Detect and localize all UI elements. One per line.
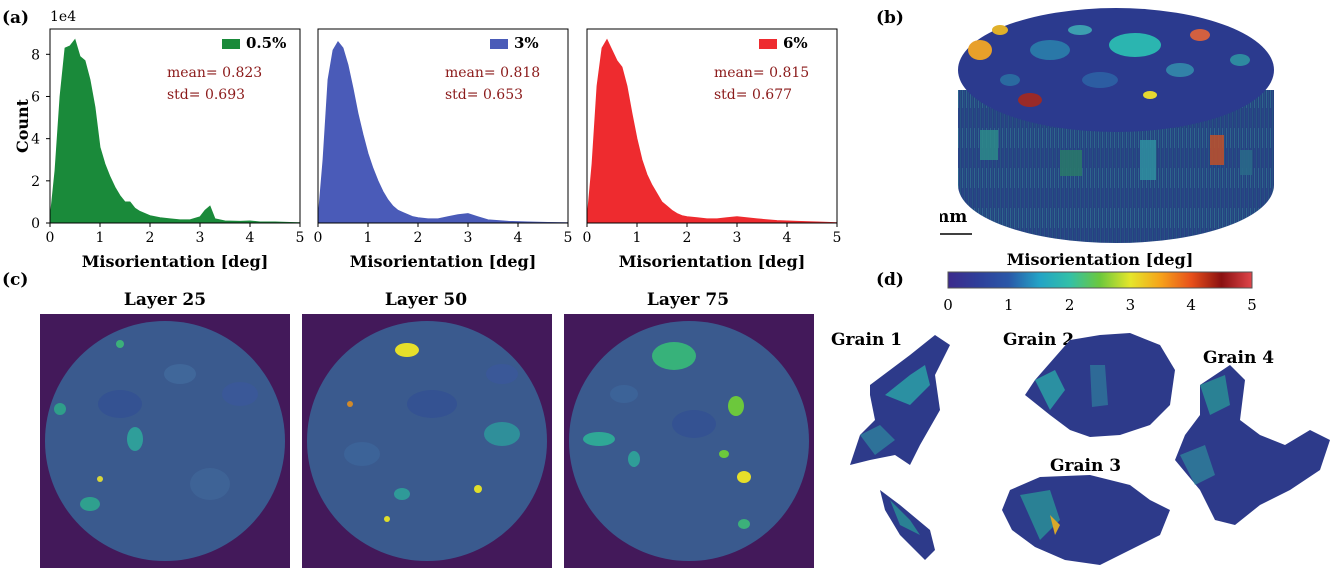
scale-bar-label: 0.25 mm xyxy=(940,207,967,227)
x-tick-label: 2 xyxy=(683,230,692,246)
std-annotation: std= 0.693 xyxy=(167,87,245,103)
colorbar-tick-label: 1 xyxy=(1004,296,1014,314)
layer-50-map xyxy=(302,314,552,568)
panel-label-d: (d) xyxy=(876,270,904,290)
series-area-2 xyxy=(586,38,838,224)
layer-title-25: Layer 25 xyxy=(123,290,207,310)
layer-25-map xyxy=(40,314,290,568)
x-tick-label: 4 xyxy=(246,230,255,246)
x-tick-label: 5 xyxy=(564,230,573,246)
legend-swatch xyxy=(490,39,508,49)
cylinder-side xyxy=(958,90,1274,243)
y-tick-label: 8 xyxy=(31,47,40,63)
mean-annotation: mean= 0.818 xyxy=(445,65,540,81)
plot-border xyxy=(317,28,569,224)
legend-label: 3% xyxy=(514,34,539,52)
colorbar-title: Misorientation [deg] xyxy=(1006,250,1194,269)
x-tick-label: 0 xyxy=(583,230,592,246)
colorbar-tick-label: 5 xyxy=(1247,296,1257,314)
grain-1-label: Grain 1 xyxy=(831,330,903,350)
colorbar-tick-label: 4 xyxy=(1186,296,1196,314)
series-area-1 xyxy=(317,40,569,224)
y-tick-label: 2 xyxy=(31,174,40,190)
legend-swatch xyxy=(759,39,777,49)
x-tick-label: 4 xyxy=(783,230,792,246)
legend-label: 6% xyxy=(783,34,808,52)
grain-4-label: Grain 4 xyxy=(1203,348,1275,368)
x-tick-label: 4 xyxy=(514,230,523,246)
grain-3-shape xyxy=(1002,475,1170,565)
grain-renderings xyxy=(850,333,1330,565)
legend-label: 0.5% xyxy=(246,34,286,52)
cylinder-side-grains xyxy=(980,130,1252,180)
x-tick-label: 5 xyxy=(296,230,305,246)
y-tick-label: 0 xyxy=(31,216,40,232)
grain-2-shape xyxy=(1025,333,1175,437)
plot-border xyxy=(49,28,301,224)
panel-label-a: (a) xyxy=(2,8,30,28)
x-tick-label: 1 xyxy=(364,230,373,246)
grain-2-label: Grain 2 xyxy=(1003,330,1075,350)
mean-annotation: mean= 0.815 xyxy=(714,65,809,81)
std-annotation: std= 0.677 xyxy=(714,87,792,103)
y-axis-label: Count xyxy=(13,98,32,153)
x-tick-label: 5 xyxy=(833,230,842,246)
colorbar-tick-label: 2 xyxy=(1065,296,1075,314)
cylinder-top-grains xyxy=(968,25,1250,107)
mean-annotation: mean= 0.823 xyxy=(167,65,262,81)
x-axis-label: Misorientation [deg] xyxy=(350,252,537,271)
grain-1-shape xyxy=(850,335,950,560)
colorbar-tick-label: 0 xyxy=(943,296,953,314)
legend-swatch xyxy=(222,39,240,49)
colorbar-tick-label: 3 xyxy=(1126,296,1136,314)
x-tick-label: 1 xyxy=(96,230,105,246)
panel-label-b: (b) xyxy=(876,8,904,28)
grain-3-label: Grain 3 xyxy=(1050,456,1122,476)
series-area-0 xyxy=(49,38,301,224)
x-tick-label: 3 xyxy=(464,230,473,246)
layer-title-75: Layer 75 xyxy=(646,290,730,310)
x-tick-label: 3 xyxy=(733,230,742,246)
grain-4-shape xyxy=(1175,365,1330,525)
x-axis-label: Misorientation [deg] xyxy=(619,252,806,271)
y-tick-label: 6 xyxy=(31,89,40,105)
x-tick-label: 3 xyxy=(196,230,205,246)
plot-border xyxy=(586,28,838,224)
y-tick-label: 4 xyxy=(31,132,40,148)
x-tick-label: 1 xyxy=(633,230,642,246)
x-tick-label: 0 xyxy=(46,230,55,246)
layer-title-50: Layer 50 xyxy=(384,290,468,310)
colorbar-gradient xyxy=(947,271,1253,289)
cylinder-rendering: 0.25 mm xyxy=(940,8,1274,243)
y-scale-label: 1e4 xyxy=(50,9,76,25)
x-tick-label: 2 xyxy=(146,230,155,246)
layer-75-map xyxy=(564,314,814,568)
histogram-panels: 0 1 2 3 4 5 Misorientation [deg] 0 2 4 6 8 Count 1e4 0… xyxy=(13,9,842,271)
colorbar: 0 1 2 3 4 5 xyxy=(943,271,1257,314)
x-axis-label: Misorientation [deg] xyxy=(82,252,269,271)
std-annotation: std= 0.653 xyxy=(445,87,523,103)
x-tick-label: 0 xyxy=(314,230,323,246)
panel-label-c: (c) xyxy=(2,270,29,290)
x-tick-label: 2 xyxy=(414,230,423,246)
